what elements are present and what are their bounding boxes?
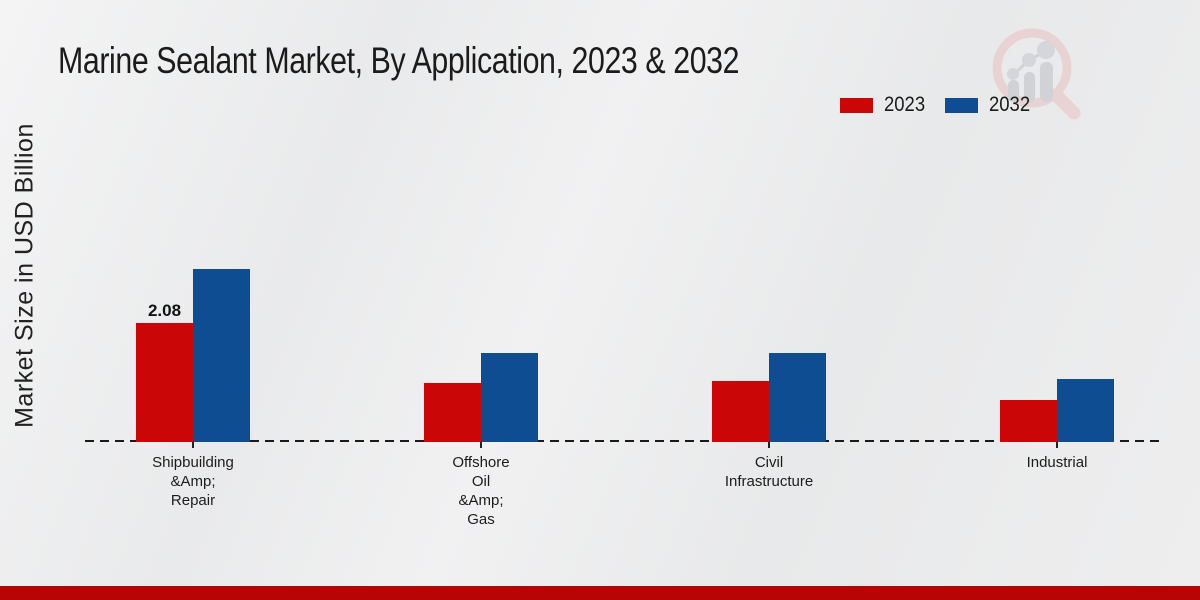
bar-2032-category-3[interactable] [1057,379,1114,442]
legend-item-2032[interactable]: 2032 [944,93,1036,117]
plot-area: 2.08 Shipbuilding &Amp; Repair Offshore Oi… [49,0,1200,528]
x-axis-tick [192,442,194,448]
chart-title: Marine Sealant Market, By Application, 2… [58,40,740,81]
category-label-2: Civil Infrastructure [724,454,814,490]
bar-2032-category-1[interactable] [481,353,538,442]
x-axis-tick [1056,442,1058,448]
legend-label-2032: 2032 [988,93,1030,116]
magnifier-bar-chart-watermark-icon [992,28,1081,120]
bar-group-3: Industrial [913,0,1200,471]
category-label-1: Offshore Oil &Amp; Gas [452,454,510,528]
bar-group-0: 2.08 Shipbuilding &Amp; Repair [49,0,337,509]
legend-label-2023: 2023 [884,93,926,116]
bar-group-1: Offshore Oil &Amp; Gas [337,0,625,528]
category-label-3: Industrial [1026,454,1088,471]
bar-2032-category-2[interactable] [769,353,826,442]
legend-swatch-2023 [840,97,873,113]
legend-swatch-2032 [944,97,978,113]
bar-2032-category-0[interactable] [193,269,250,442]
bar-2023-category-3[interactable] [1000,400,1057,442]
legend-item-2023[interactable]: 2023 [840,93,931,117]
bar-group-2: Civil Infrastructure [625,0,913,490]
footer-accent-band [0,586,1200,600]
y-axis-title: Market Size in USD Billion [10,123,39,428]
bar-2023-category-1[interactable] [424,383,481,442]
bar-2023-category-0[interactable]: 2.08 [136,301,193,442]
category-label-0: Shipbuilding &Amp; Repair [152,454,234,509]
bar-2023-category-2[interactable] [712,381,769,442]
bar-value-label: 2.08 [147,301,182,320]
x-axis-tick [768,442,770,448]
x-axis-baseline [85,440,1165,442]
legend: 2023 2032 [840,93,1035,117]
x-axis-tick [480,442,482,448]
